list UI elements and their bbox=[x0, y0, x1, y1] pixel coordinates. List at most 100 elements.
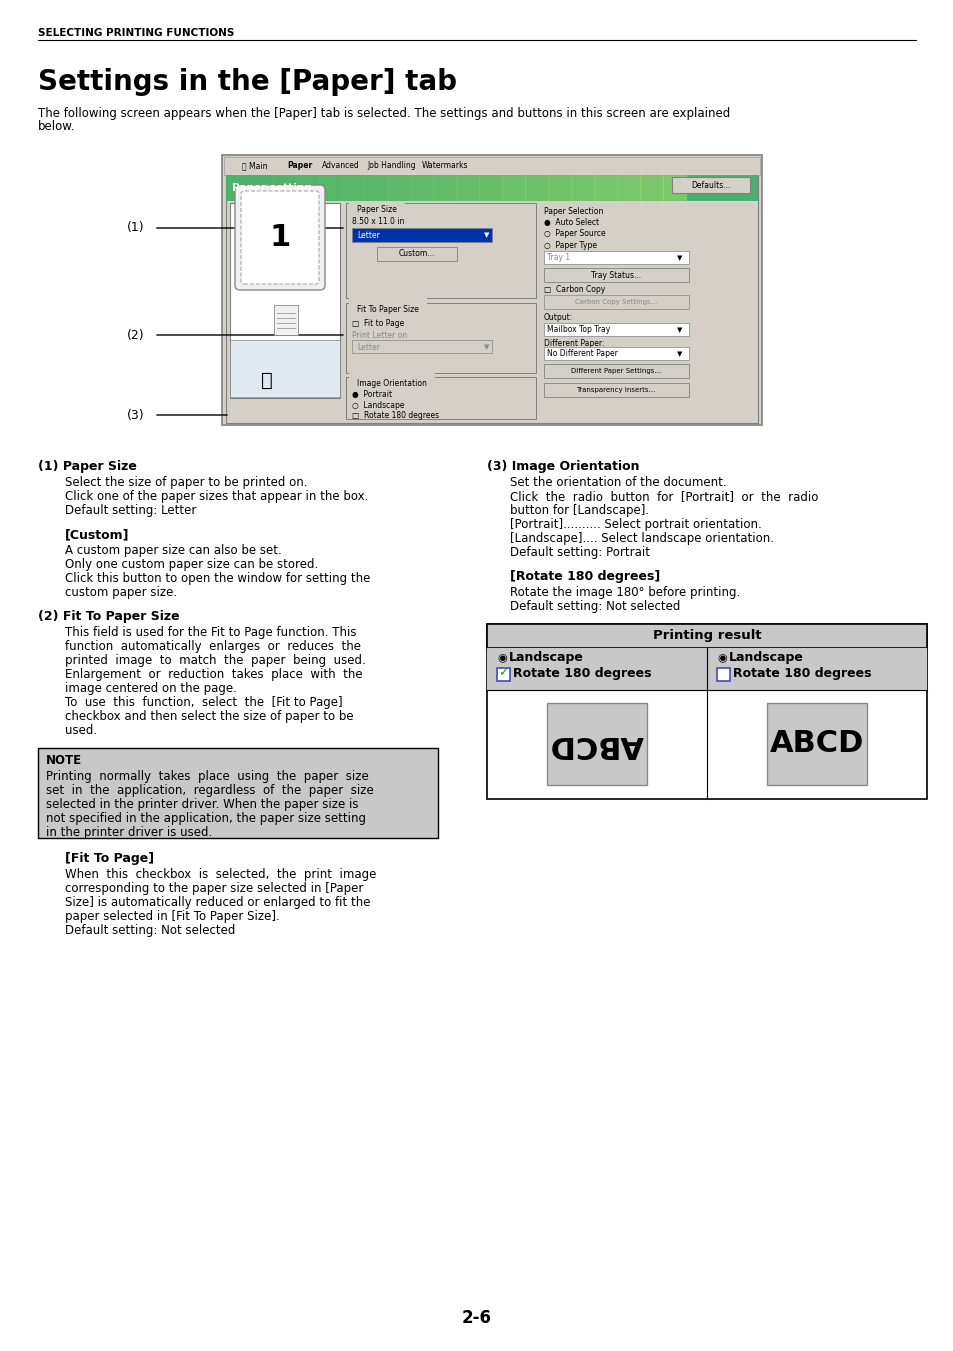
Bar bbox=[274, 305, 297, 335]
Text: ○  Paper Type: ○ Paper Type bbox=[543, 240, 597, 250]
Text: Default setting: Not selected: Default setting: Not selected bbox=[510, 600, 679, 613]
Text: 2-6: 2-6 bbox=[461, 1309, 492, 1327]
Text: A custom paper size can also be set.: A custom paper size can also be set. bbox=[65, 544, 281, 557]
Text: Default setting: Portrait: Default setting: Portrait bbox=[510, 546, 649, 559]
Text: in the printer driver is used.: in the printer driver is used. bbox=[46, 825, 212, 839]
Bar bbox=[352, 228, 492, 242]
FancyBboxPatch shape bbox=[639, 176, 663, 201]
Bar bbox=[376, 247, 456, 261]
Text: Letter: Letter bbox=[356, 231, 379, 239]
Bar bbox=[346, 303, 536, 373]
FancyBboxPatch shape bbox=[617, 176, 640, 201]
Text: 8.50 x 11.0 in: 8.50 x 11.0 in bbox=[352, 218, 404, 227]
Text: (2): (2) bbox=[127, 328, 145, 342]
Text: Job Handling: Job Handling bbox=[367, 162, 416, 170]
FancyBboxPatch shape bbox=[410, 176, 434, 201]
Bar bbox=[222, 155, 761, 426]
Text: Default setting: Letter: Default setting: Letter bbox=[65, 504, 196, 517]
Text: Enlargement  or  reduction  takes  place  with  the: Enlargement or reduction takes place wit… bbox=[65, 667, 362, 681]
Bar bbox=[346, 203, 536, 299]
FancyBboxPatch shape bbox=[317, 176, 341, 201]
Text: ●  Auto Select: ● Auto Select bbox=[543, 219, 598, 227]
Text: Paper: Paper bbox=[287, 162, 312, 170]
Text: Print Letter on: Print Letter on bbox=[352, 331, 407, 339]
FancyBboxPatch shape bbox=[294, 176, 318, 201]
Text: printed  image  to  match  the  paper  being  used.: printed image to match the paper being u… bbox=[65, 654, 365, 667]
Text: not specified in the application, the paper size setting: not specified in the application, the pa… bbox=[46, 812, 366, 825]
Text: ○  Paper Source: ○ Paper Source bbox=[543, 230, 605, 239]
Text: [Landscape].... Select landscape orientation.: [Landscape].... Select landscape orienta… bbox=[510, 532, 773, 544]
Bar bbox=[497, 667, 510, 681]
FancyBboxPatch shape bbox=[547, 176, 572, 201]
Text: ▼: ▼ bbox=[483, 232, 489, 238]
Text: [Custom]: [Custom] bbox=[65, 528, 130, 540]
Text: No Different Paper: No Different Paper bbox=[546, 350, 618, 358]
Text: ▼: ▼ bbox=[677, 255, 681, 261]
Text: image centered on the page.: image centered on the page. bbox=[65, 682, 236, 694]
Text: used.: used. bbox=[65, 724, 97, 738]
Text: □  Rotate 180 degrees: □ Rotate 180 degrees bbox=[352, 411, 438, 420]
Text: Landscape: Landscape bbox=[728, 651, 803, 665]
Bar bbox=[543, 251, 688, 263]
Text: This field is used for the Fit to Page function. This: This field is used for the Fit to Page f… bbox=[65, 626, 356, 639]
Text: Image Orientation: Image Orientation bbox=[356, 380, 426, 389]
Bar bbox=[543, 363, 688, 378]
Text: Mailbox Top Tray: Mailbox Top Tray bbox=[546, 326, 610, 335]
Text: 1: 1 bbox=[269, 223, 291, 253]
FancyBboxPatch shape bbox=[594, 176, 618, 201]
Text: Rotate the image 180° before printing.: Rotate the image 180° before printing. bbox=[510, 586, 740, 598]
Text: Click one of the paper sizes that appear in the box.: Click one of the paper sizes that appear… bbox=[65, 490, 368, 503]
Bar bbox=[766, 703, 866, 785]
Text: 🖨: 🖨 bbox=[261, 370, 273, 389]
Text: (3): (3) bbox=[127, 408, 145, 422]
Text: Select the size of paper to be printed on.: Select the size of paper to be printed o… bbox=[65, 476, 307, 489]
Text: SELECTING PRINTING FUNCTIONS: SELECTING PRINTING FUNCTIONS bbox=[38, 28, 234, 38]
Bar bbox=[543, 323, 688, 336]
FancyBboxPatch shape bbox=[501, 176, 525, 201]
Text: ▼: ▼ bbox=[677, 351, 681, 357]
Text: checkbox and then select the size of paper to be: checkbox and then select the size of pap… bbox=[65, 711, 354, 723]
Text: ⎙ Main: ⎙ Main bbox=[242, 162, 267, 170]
FancyBboxPatch shape bbox=[456, 176, 479, 201]
Text: Custom...: Custom... bbox=[398, 250, 435, 258]
Text: Set the orientation of the document.: Set the orientation of the document. bbox=[510, 476, 726, 489]
Text: ▼: ▼ bbox=[677, 327, 681, 332]
Bar bbox=[486, 624, 926, 798]
Text: When  this  checkbox  is  selected,  the  print  image: When this checkbox is selected, the prin… bbox=[65, 867, 376, 881]
Text: ▼: ▼ bbox=[483, 345, 489, 350]
Text: Settings in the [Paper] tab: Settings in the [Paper] tab bbox=[38, 68, 456, 96]
Text: Output:: Output: bbox=[543, 313, 573, 323]
FancyBboxPatch shape bbox=[234, 185, 325, 290]
FancyBboxPatch shape bbox=[272, 176, 295, 201]
Bar bbox=[38, 748, 437, 838]
Text: Defaults...: Defaults... bbox=[691, 181, 730, 189]
Text: Paper setting: Paper setting bbox=[232, 182, 312, 193]
FancyBboxPatch shape bbox=[340, 176, 365, 201]
Text: Paper Selection: Paper Selection bbox=[543, 207, 602, 216]
Text: Rotate 180 degrees: Rotate 180 degrees bbox=[732, 667, 871, 681]
Text: ◉: ◉ bbox=[717, 653, 726, 663]
Bar bbox=[543, 295, 688, 309]
Text: The following screen appears when the [Paper] tab is selected. The settings and : The following screen appears when the [P… bbox=[38, 107, 729, 120]
Bar bbox=[486, 624, 926, 648]
Text: custom paper size.: custom paper size. bbox=[65, 586, 177, 598]
Text: ○  Landscape: ○ Landscape bbox=[352, 400, 404, 409]
Text: Default setting: Not selected: Default setting: Not selected bbox=[65, 924, 235, 938]
Bar bbox=[352, 340, 492, 353]
Bar bbox=[546, 703, 646, 785]
FancyBboxPatch shape bbox=[241, 190, 318, 284]
Text: ✓: ✓ bbox=[497, 666, 508, 680]
FancyBboxPatch shape bbox=[249, 176, 273, 201]
Text: Printing  normally  takes  place  using  the  paper  size: Printing normally takes place using the … bbox=[46, 770, 369, 784]
Text: Letter: Letter bbox=[356, 343, 379, 351]
Text: [Rotate 180 degrees]: [Rotate 180 degrees] bbox=[510, 570, 659, 584]
Bar bbox=[543, 347, 688, 359]
Text: Fit To Paper Size: Fit To Paper Size bbox=[356, 305, 418, 315]
Text: Carbon Copy Settings...: Carbon Copy Settings... bbox=[575, 299, 657, 305]
Text: Click  the  radio  button  for  [Portrait]  or  the  radio: Click the radio button for [Portrait] or… bbox=[510, 490, 818, 503]
Text: Different Paper Settings...: Different Paper Settings... bbox=[570, 367, 660, 374]
FancyBboxPatch shape bbox=[662, 176, 686, 201]
Text: button for [Landscape].: button for [Landscape]. bbox=[510, 504, 648, 517]
Text: below.: below. bbox=[38, 120, 75, 132]
Text: Tray 1: Tray 1 bbox=[546, 254, 570, 262]
